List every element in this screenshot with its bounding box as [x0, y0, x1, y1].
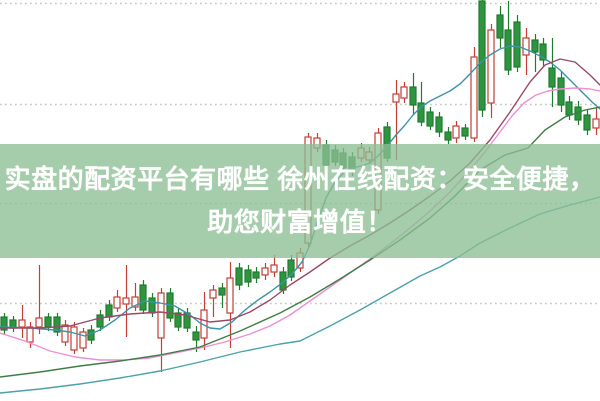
candle-down — [417, 102, 425, 123]
candle-up — [18, 319, 26, 328]
candle-down — [218, 287, 226, 296]
candle-down — [174, 312, 182, 328]
candle-up — [61, 324, 69, 343]
candle-up — [113, 296, 121, 309]
candle-up — [592, 118, 600, 129]
candle-down — [0, 316, 8, 331]
candle-down — [96, 314, 104, 328]
candle-down — [192, 331, 200, 341]
candle-down — [444, 131, 452, 141]
candle-down — [409, 86, 417, 106]
candle-up — [400, 86, 408, 99]
candle-down — [504, 29, 512, 71]
candle-up — [209, 289, 217, 299]
candle-down — [478, 0, 486, 111]
candle-down — [287, 259, 295, 278]
banner-text-line1: 实盘的配资平台有哪些 徐州在线配资：安全便捷， — [4, 164, 596, 194]
candle-up — [26, 326, 34, 343]
candle-down — [235, 267, 243, 286]
candle-up — [270, 264, 278, 273]
candle-up — [131, 296, 139, 308]
candle-up — [35, 317, 43, 328]
ma-dark-green — [0, 106, 600, 378]
candle-down — [148, 297, 156, 314]
candle-up — [122, 297, 130, 305]
candle-up — [226, 277, 234, 314]
candle-down — [565, 101, 573, 116]
candle-down — [53, 316, 61, 333]
candle-down — [44, 316, 52, 328]
candle-down — [461, 127, 469, 137]
candle-up — [261, 267, 269, 276]
candle-up — [79, 331, 87, 349]
candle-down — [252, 271, 260, 279]
candle-down — [105, 304, 113, 318]
candle-down — [435, 116, 443, 133]
candle-up — [452, 125, 460, 139]
candle-down — [531, 39, 539, 53]
candle-down — [139, 284, 147, 311]
candle-down — [539, 43, 547, 61]
candle-down — [426, 111, 434, 127]
candle-up — [522, 37, 530, 56]
candle-down — [583, 114, 591, 131]
banner-text-line2: 助您财富增值！ — [207, 207, 393, 237]
candle-down — [548, 67, 556, 88]
candle-down — [244, 269, 252, 283]
candle-down — [513, 21, 521, 68]
candle-down — [496, 14, 504, 39]
candle-up — [487, 29, 495, 104]
candle-up — [157, 292, 165, 339]
overlay-banner: 实盘的配资平台有哪些 徐州在线配资：安全便捷， 助您财富增值！ — [0, 144, 600, 258]
candle-up — [70, 326, 78, 351]
candle-up — [392, 93, 400, 103]
candle-up — [470, 56, 478, 139]
candle-down — [557, 77, 565, 106]
